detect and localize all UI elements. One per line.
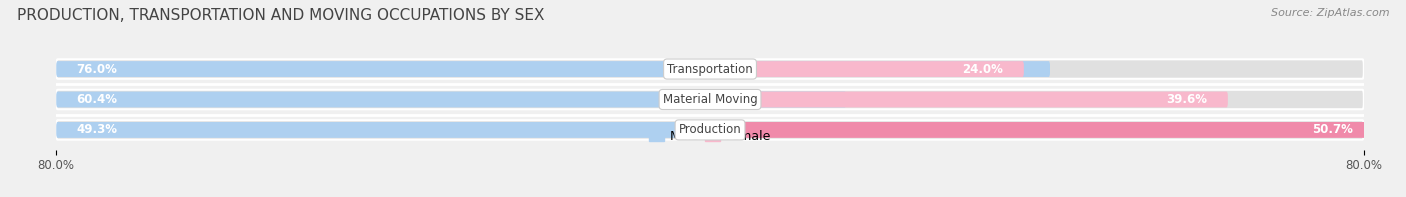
Text: Transportation: Transportation	[668, 62, 752, 75]
Text: 39.6%: 39.6%	[1167, 93, 1208, 106]
Text: 76.0%: 76.0%	[77, 62, 118, 75]
Text: 50.7%: 50.7%	[1312, 124, 1353, 137]
FancyBboxPatch shape	[56, 120, 1364, 140]
Text: Material Moving: Material Moving	[662, 93, 758, 106]
FancyBboxPatch shape	[710, 122, 1374, 138]
Text: Production: Production	[679, 124, 741, 137]
Text: 60.4%: 60.4%	[77, 93, 118, 106]
Text: Source: ZipAtlas.com: Source: ZipAtlas.com	[1271, 8, 1389, 18]
FancyBboxPatch shape	[56, 122, 700, 138]
FancyBboxPatch shape	[56, 90, 1364, 109]
Text: PRODUCTION, TRANSPORTATION AND MOVING OCCUPATIONS BY SEX: PRODUCTION, TRANSPORTATION AND MOVING OC…	[17, 8, 544, 23]
FancyBboxPatch shape	[710, 61, 1024, 77]
FancyBboxPatch shape	[56, 92, 846, 107]
Legend: Male, Female: Male, Female	[644, 125, 776, 149]
FancyBboxPatch shape	[710, 92, 1227, 107]
FancyBboxPatch shape	[56, 59, 1364, 79]
Text: 24.0%: 24.0%	[963, 62, 1004, 75]
FancyBboxPatch shape	[56, 61, 1050, 77]
Text: 49.3%: 49.3%	[77, 124, 118, 137]
